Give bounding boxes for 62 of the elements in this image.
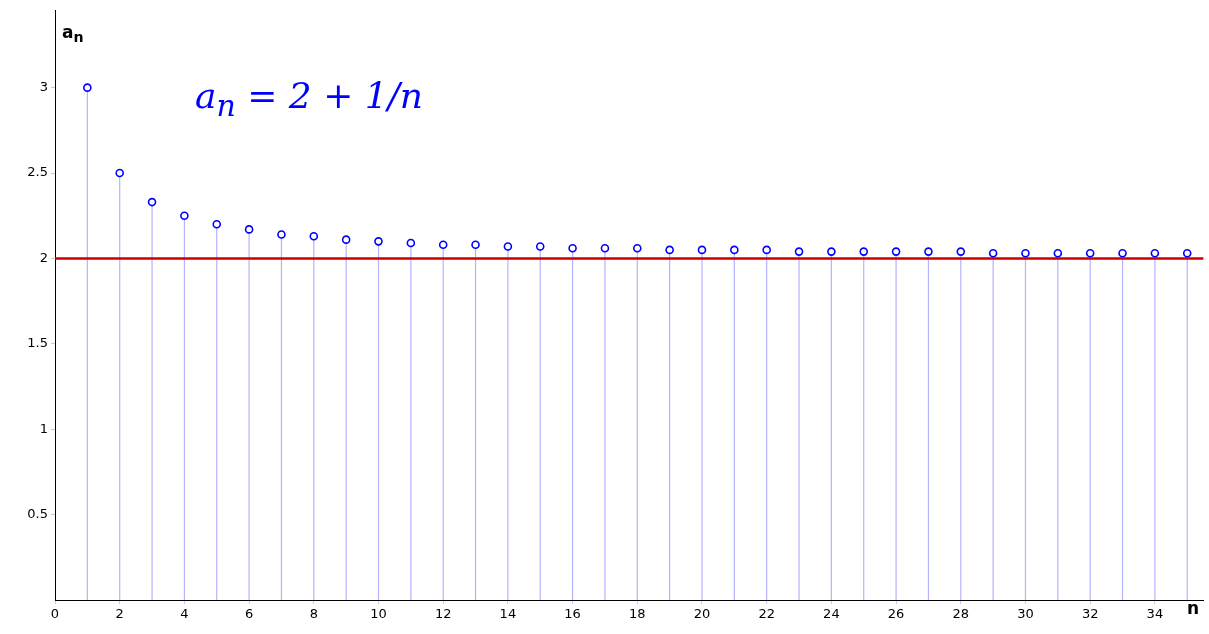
point xyxy=(730,245,739,255)
annotation: a$_{n}$ = 2 + 1/n xyxy=(195,75,424,124)
y-tick-label: 1.5 xyxy=(27,335,48,351)
point xyxy=(956,247,966,256)
point xyxy=(665,245,674,255)
point xyxy=(1021,249,1030,258)
point xyxy=(212,219,222,229)
x-tick-label: 4 xyxy=(180,606,189,622)
point xyxy=(924,247,933,256)
x-tick-label: 24 xyxy=(823,606,840,622)
x-tick-label: 16 xyxy=(564,606,581,622)
point xyxy=(568,243,577,253)
point xyxy=(1118,249,1127,258)
y-tick-label: 0.5 xyxy=(27,505,48,521)
point xyxy=(988,249,998,258)
point xyxy=(147,197,157,207)
point xyxy=(115,168,124,178)
x-tick-label: 6 xyxy=(244,606,254,622)
point xyxy=(697,245,707,255)
point xyxy=(374,237,383,246)
point xyxy=(1085,249,1095,258)
point xyxy=(859,247,869,256)
x-tick-label: 8 xyxy=(309,606,318,622)
point xyxy=(827,247,836,256)
x-tick-label: 14 xyxy=(499,606,517,622)
x-tick-label: 0 xyxy=(50,606,60,622)
x-tick-label: 12 xyxy=(434,606,452,622)
point xyxy=(277,230,286,239)
y-tick-label: 1 xyxy=(39,420,48,436)
point xyxy=(1150,249,1160,258)
x-tick-label: 22 xyxy=(758,606,775,622)
point xyxy=(341,235,351,244)
point xyxy=(762,245,771,255)
x-tick-label: 18 xyxy=(629,606,646,622)
point xyxy=(471,240,480,250)
y-tick-label: 3 xyxy=(39,79,48,95)
y-tick-label: 2 xyxy=(39,249,48,265)
x-tick-label: 32 xyxy=(1081,606,1099,622)
point xyxy=(535,242,545,251)
point xyxy=(503,242,513,251)
point xyxy=(180,211,189,221)
point xyxy=(406,238,416,248)
point xyxy=(891,247,901,256)
point xyxy=(1053,249,1063,258)
point xyxy=(83,83,92,92)
point xyxy=(632,243,642,253)
x-tick-label: 20 xyxy=(693,606,711,622)
x-tick-label: 26 xyxy=(887,606,905,622)
point xyxy=(244,225,254,234)
point xyxy=(309,231,319,241)
point xyxy=(1182,249,1192,258)
x-axis-title: n xyxy=(1187,598,1200,618)
x-tick-label: 10 xyxy=(370,606,387,622)
point xyxy=(600,243,610,253)
point xyxy=(438,240,448,250)
point xyxy=(794,247,804,256)
x-tick-label: 30 xyxy=(1017,606,1034,622)
x-tick-label: 28 xyxy=(952,606,970,622)
x-tick-label: 34 xyxy=(1146,606,1164,622)
y-tick-label: 2.5 xyxy=(27,164,48,180)
y-axis-title: a$_{n}$ xyxy=(62,22,84,46)
x-tick-label: 2 xyxy=(115,606,124,622)
